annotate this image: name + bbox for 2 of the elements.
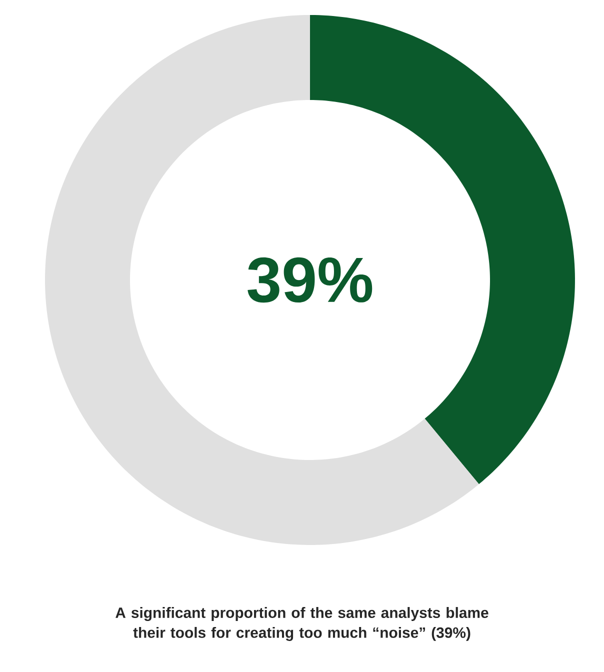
text: 39% <box>248 257 372 303</box>
text: A significant proportion of the same analysts blame their tools for creating too much “noise” (39%) <box>116 607 488 641</box>
